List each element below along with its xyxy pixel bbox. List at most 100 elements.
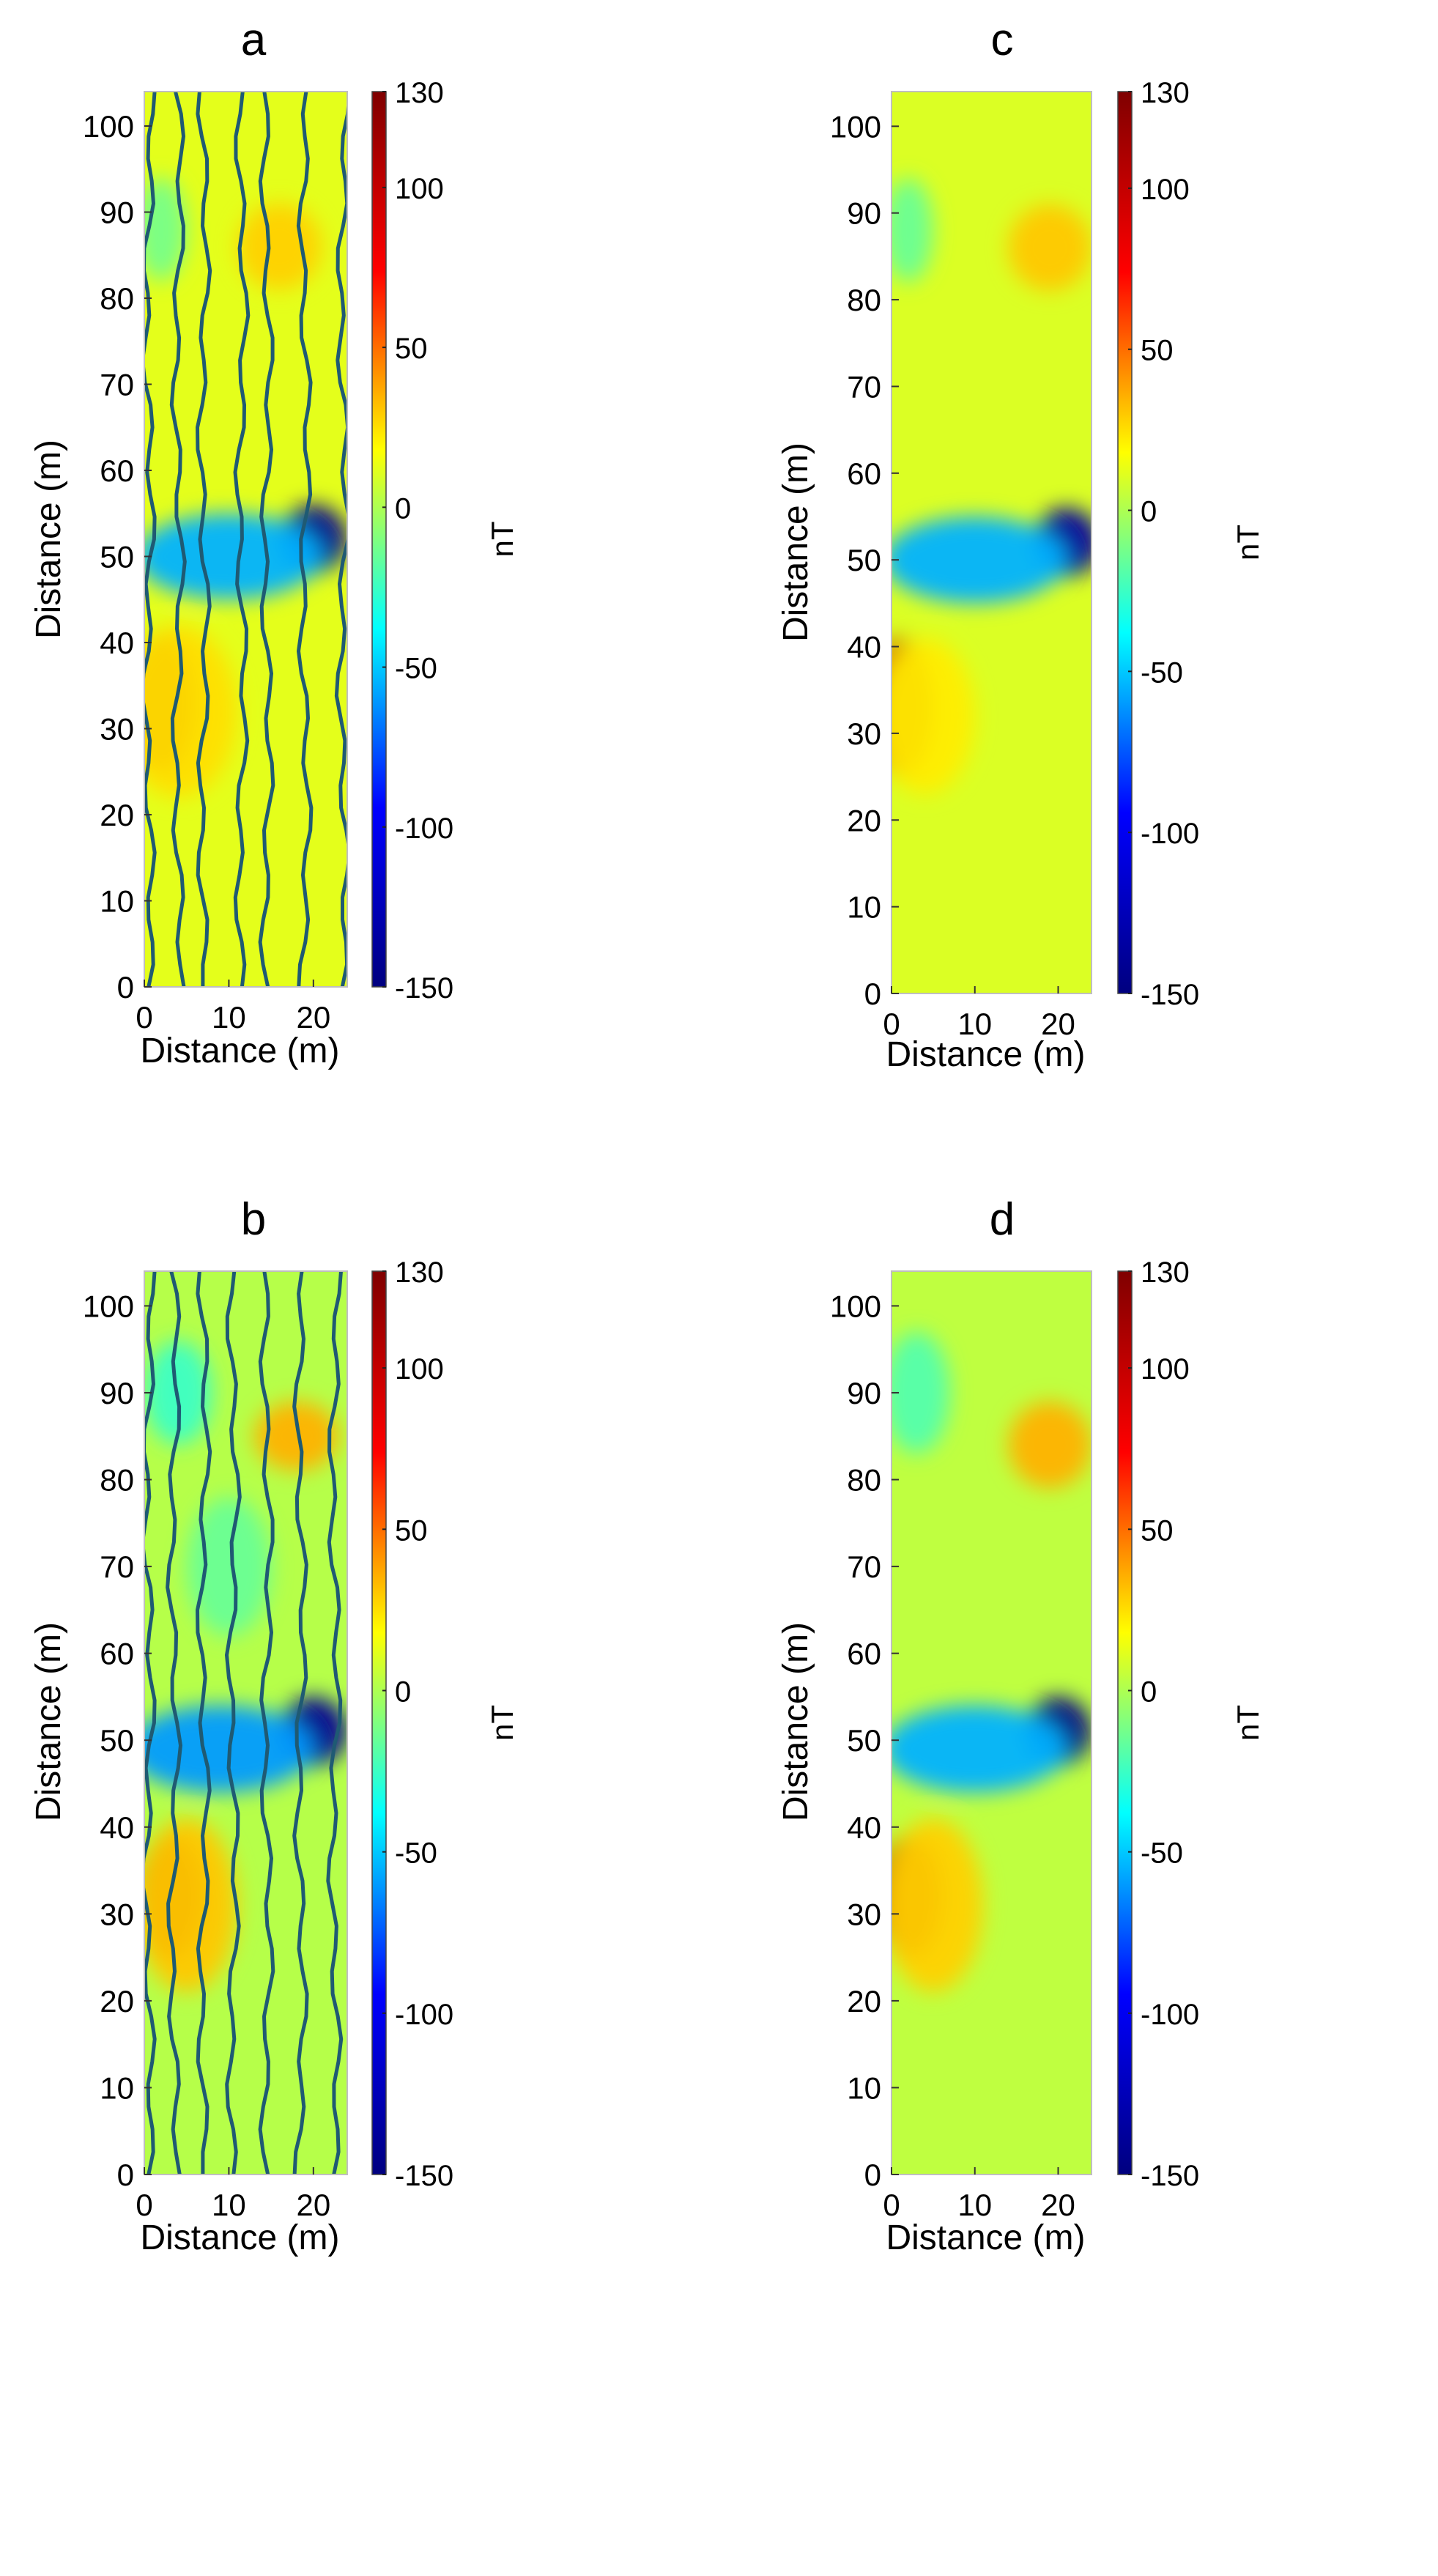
y-tick-label: 70 — [100, 368, 134, 402]
colorbar-tick-label: -50 — [395, 1837, 437, 1870]
y-tick-label: 50 — [100, 1723, 134, 1758]
y-tick-label: 90 — [100, 1376, 134, 1410]
panel-title: d — [990, 1194, 1015, 1245]
y-tick-label: 20 — [100, 798, 134, 832]
colorbar-tick-label: -150 — [395, 972, 453, 1004]
x-tick-label: 20 — [296, 2188, 330, 2222]
anomaly-positive-halo — [144, 625, 237, 798]
x-axis-label: Distance (m) — [140, 1032, 339, 1070]
y-tick-label: 40 — [100, 1810, 134, 1845]
colorbar-tick-label: -100 — [1141, 1999, 1199, 2031]
plot-frame — [144, 91, 348, 988]
anomaly-negative-band — [144, 513, 322, 600]
x-axis-label: Distance (m) — [886, 2218, 1085, 2257]
anomaly-negative-band — [892, 517, 1067, 604]
y-tick-label: 30 — [847, 1897, 881, 1931]
y-tick-label: 30 — [100, 1897, 134, 1931]
plot-frame — [891, 1270, 1092, 2175]
heatmap — [892, 92, 1092, 993]
colorbar-tick-label: 50 — [395, 333, 428, 365]
colorbar-label: nT — [485, 521, 519, 557]
y-tick-label: 10 — [847, 890, 881, 925]
y-tick-label: 40 — [847, 630, 881, 665]
y-tick-label: 0 — [117, 970, 134, 1004]
y-tick-label: 30 — [100, 712, 134, 747]
y-tick-label: 10 — [100, 884, 134, 919]
y-axis-label: Distance (m) — [29, 1622, 68, 1821]
y-tick-label: 0 — [864, 977, 881, 1011]
y-tick-label: 100 — [830, 1289, 881, 1323]
panel-title: c — [991, 15, 1014, 65]
y-tick-label: 40 — [847, 1810, 881, 1845]
anomaly-low-nw — [892, 1332, 950, 1454]
colorbar-tick-label: -150 — [1141, 2160, 1199, 2192]
y-tick-label: 50 — [847, 1723, 881, 1758]
y-tick-label: 0 — [117, 2158, 134, 2192]
y-tick-label: 20 — [100, 1984, 134, 2018]
y-tick-label: 20 — [847, 1984, 881, 2018]
anomaly-positive-ne — [1008, 1401, 1092, 1489]
colorbar-tick-label: 100 — [395, 173, 444, 205]
panel-title: a — [241, 15, 267, 65]
colorbar-tick-label: 0 — [395, 492, 411, 525]
y-tick-label: 100 — [83, 1289, 134, 1323]
y-tick-label: 70 — [847, 369, 881, 404]
y-tick-label: 40 — [100, 626, 134, 660]
anomaly-low-nw — [892, 178, 933, 283]
survey-line — [224, 1271, 242, 2175]
x-tick-label: 0 — [136, 1000, 152, 1035]
colorbar-tick-label: 50 — [1141, 335, 1174, 367]
x-tick-label: 10 — [957, 1007, 992, 1041]
x-tick-label: 0 — [883, 1007, 900, 1041]
y-tick-label: 90 — [847, 196, 881, 231]
colorbar-tick-label: -50 — [395, 653, 437, 685]
y-tick-label: 20 — [847, 803, 881, 837]
survey-line — [258, 92, 275, 987]
y-tick-label: 0 — [864, 2158, 881, 2192]
y-tick-label: 30 — [847, 717, 881, 751]
y-tick-label: 80 — [847, 1463, 881, 1498]
anomaly-positive-ne — [237, 203, 322, 290]
survey-line — [195, 1271, 212, 2175]
survey-line — [233, 92, 251, 987]
colorbar-tick-label: 130 — [395, 1256, 444, 1289]
y-axis-label: Distance (m) — [777, 1622, 815, 1821]
survey-line — [166, 1271, 183, 2175]
survey-line — [169, 92, 187, 987]
x-tick-label: 20 — [1041, 2188, 1075, 2222]
colorbar-tick-label: 130 — [395, 77, 444, 109]
survey-line — [326, 1271, 344, 2175]
x-tick-label: 20 — [296, 1000, 330, 1035]
colorbar-tick-label: 100 — [1141, 174, 1190, 206]
plot-frame — [891, 91, 1092, 994]
colorbar — [1117, 91, 1133, 994]
colorbar — [371, 1270, 387, 2175]
anomaly-positive-halo — [892, 1818, 984, 1992]
anomalies — [144, 1340, 347, 1992]
anomaly-positive-halo — [144, 1818, 237, 1992]
y-tick-label: 60 — [100, 1637, 134, 1671]
colorbar-tick-label: -50 — [1141, 1837, 1183, 1870]
y-tick-label: 60 — [847, 1637, 881, 1671]
x-tick-label: 10 — [212, 1000, 246, 1035]
x-tick-label: 10 — [212, 2188, 246, 2222]
survey-line — [334, 97, 347, 987]
colorbar-tick-label: 100 — [395, 1353, 444, 1385]
y-tick-label: 80 — [847, 283, 881, 317]
anomaly-negative-band — [892, 1705, 1067, 1793]
y-tick-label: 70 — [847, 1550, 881, 1584]
survey-line — [292, 1271, 309, 2175]
y-tick-label: 50 — [100, 540, 134, 574]
anomalies — [892, 178, 1092, 794]
colorbar-tick-label: -150 — [395, 2160, 453, 2192]
y-tick-label: 60 — [100, 454, 134, 488]
survey-line — [296, 92, 314, 987]
anomaly-positive-halo — [892, 637, 975, 794]
survey-line — [144, 1271, 157, 2175]
y-tick-label: 10 — [100, 2070, 134, 2105]
x-tick-label: 0 — [136, 2188, 152, 2222]
x-tick-label: 10 — [957, 2188, 992, 2222]
